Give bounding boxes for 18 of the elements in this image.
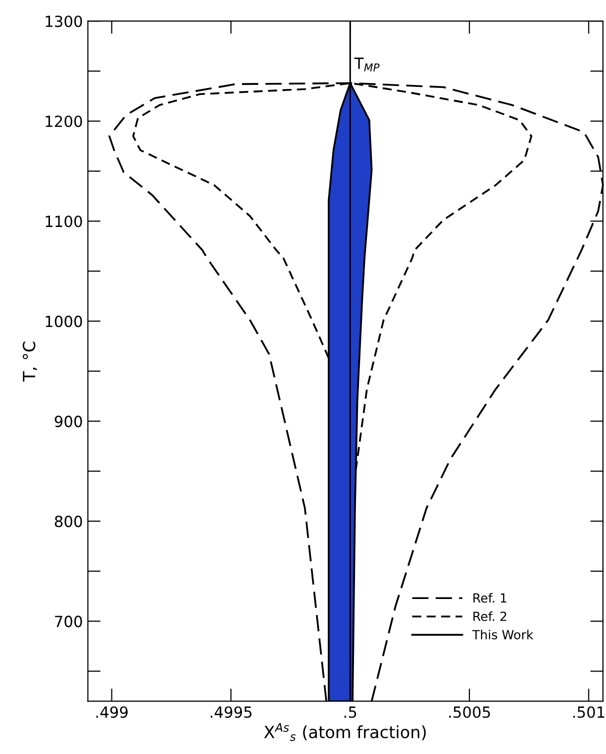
x-tick-label: .5 [344,706,356,718]
y-tick-label: 800 [54,516,82,528]
x-tick-label: .5005 [449,706,490,718]
y-axis-title: T, °C [22,342,38,382]
y-tick-label: 1000 [46,316,82,328]
x-tick-label: .4995 [210,706,252,718]
y-tick-label: 900 [54,416,82,428]
x-tick-label: .499 [96,706,128,718]
x-axis-title: X$^{As}$$_{s}$ (atom fraction) [264,723,426,741]
y-tick-label: 700 [55,616,82,628]
legend-label: Ref. 2 [473,611,506,622]
y-tick-label: 1100 [46,216,82,228]
annotation: T$_{MP}$ [354,58,380,72]
x-tick-label: .501 [573,706,604,718]
y-tick-label: 1300 [46,16,82,28]
legend-label: This Work [472,630,534,640]
y-tick-label: 1200 [46,116,82,128]
legend-label: Ref. 1 [473,593,506,603]
